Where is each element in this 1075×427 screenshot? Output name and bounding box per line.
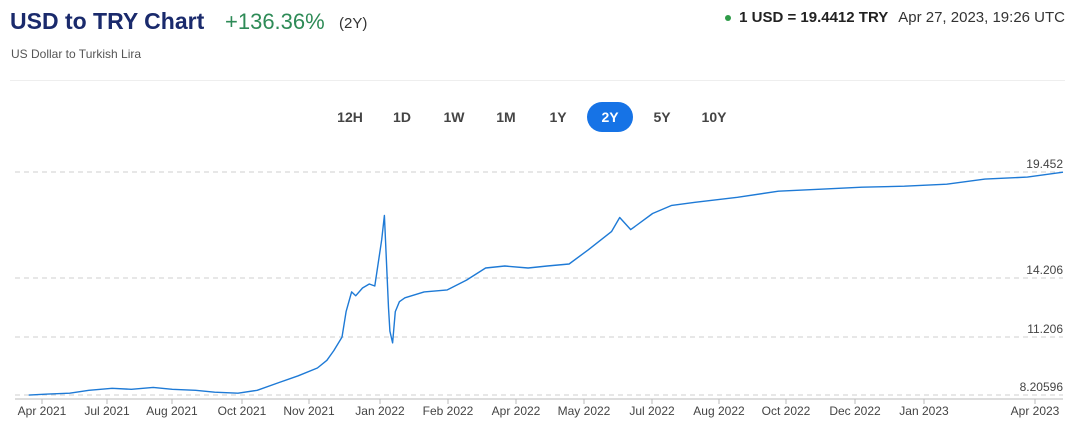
x-tick-label: Dec 2022 [829,404,881,418]
line-chart[interactable]: 19.452 14.206 11.206 8.20596 Apr 2021 Jul 202… [0,140,1075,427]
x-tick-label: Aug 2022 [693,404,745,418]
tab-1m[interactable]: 1M [496,109,516,125]
live-quote: 1 USD = 19.4412 TRY Apr 27, 2023, 19:26 … [725,9,1065,26]
y-tick-label: 14.206 [1026,263,1063,277]
live-dot-icon [725,14,732,21]
tab-12h[interactable]: 12H [337,109,363,125]
x-tick-label: Oct 2021 [218,404,267,418]
tab-10y[interactable]: 10Y [701,109,727,125]
quote-timestamp: Apr 27, 2023, 19:26 UTC [898,9,1065,26]
chart-title: USD to TRY Chart [10,8,205,34]
tab-1y[interactable]: 1Y [549,109,567,125]
chart-header: USD to TRY Chart +136.36% (2Y) US Dollar… [10,6,1065,66]
tab-2y[interactable]: 2Y [587,102,633,132]
y-tick-label: 11.206 [1027,322,1063,336]
percent-change: +136.36% [225,9,325,34]
x-tick-label: Jul 2021 [84,404,130,418]
x-tick-label: Jan 2022 [355,404,405,418]
x-tick-label: Oct 2022 [762,404,811,418]
range-tabs: 12H 1D 1W 1M 1Y 2Y 5Y 10Y [327,102,737,132]
x-tick-label: Apr 2023 [1011,404,1060,418]
x-tick-label: Jul 2022 [629,404,675,418]
tab-1d[interactable]: 1D [393,109,411,125]
x-tick-label: Apr 2021 [18,404,67,418]
tab-5y[interactable]: 5Y [653,109,671,125]
x-tick-label: May 2022 [558,404,611,418]
x-tick-label: Jan 2023 [899,404,949,418]
y-tick-label: 19.452 [1026,157,1063,171]
x-tick-label: Apr 2022 [492,404,541,418]
series-line [28,171,1064,396]
tab-1w[interactable]: 1W [443,109,465,125]
y-tick-label: 8.20596 [1020,380,1064,394]
x-tick-label: Aug 2021 [146,404,198,418]
exchange-rate: 1 USD = 19.4412 TRY [739,9,889,26]
period-label: (2Y) [339,15,368,32]
x-tick-label: Feb 2022 [423,404,474,418]
header-divider [10,80,1065,81]
chart-subtitle: US Dollar to Turkish Lira [11,47,142,61]
x-tick-label: Nov 2021 [283,404,335,418]
